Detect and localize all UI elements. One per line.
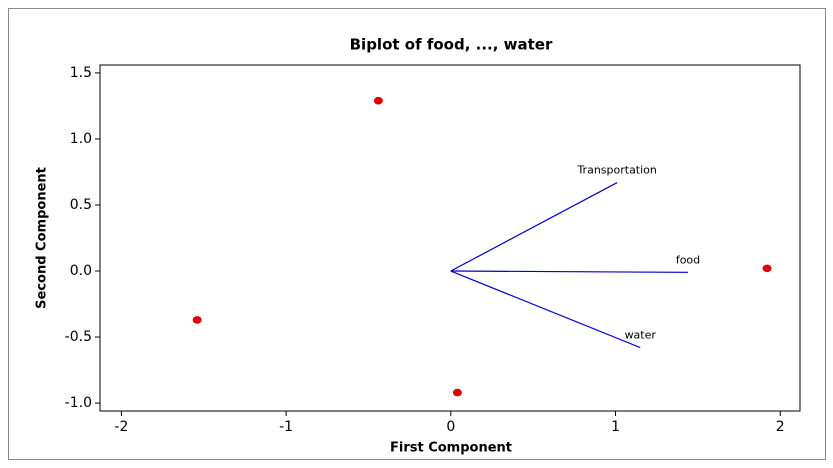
y-tick-label: -1.0 (65, 395, 92, 411)
x-axis-label: First Component (390, 441, 512, 456)
point (452, 388, 462, 397)
loading-vector (450, 270, 689, 273)
chart-title: Biplot of food, ..., water (350, 36, 553, 54)
x-tick-label: -2 (114, 419, 128, 435)
point (192, 316, 202, 324)
x-tick-label: 1 (611, 419, 620, 435)
chart-frame (8, 8, 826, 460)
x-tick-label: 0 (446, 419, 455, 435)
y-tick-label: -0.5 (65, 329, 92, 345)
vector-label: water (625, 329, 657, 342)
plot-area (99, 64, 801, 412)
y-axis-label: Second Component (35, 167, 50, 309)
vector-label: food (676, 253, 700, 266)
point (762, 264, 772, 273)
loading-vector (450, 270, 641, 349)
point (373, 96, 383, 105)
x-tick-label: 2 (776, 419, 785, 435)
y-tick-label: 1.0 (70, 131, 92, 147)
vector-label: Transportation (576, 164, 656, 177)
y-tick-label: 1.5 (70, 65, 92, 81)
x-tick-label: -1 (279, 419, 293, 435)
loading-vector (450, 182, 618, 272)
y-tick-label: 0.5 (70, 197, 92, 213)
y-tick-label: 0.0 (70, 263, 92, 279)
